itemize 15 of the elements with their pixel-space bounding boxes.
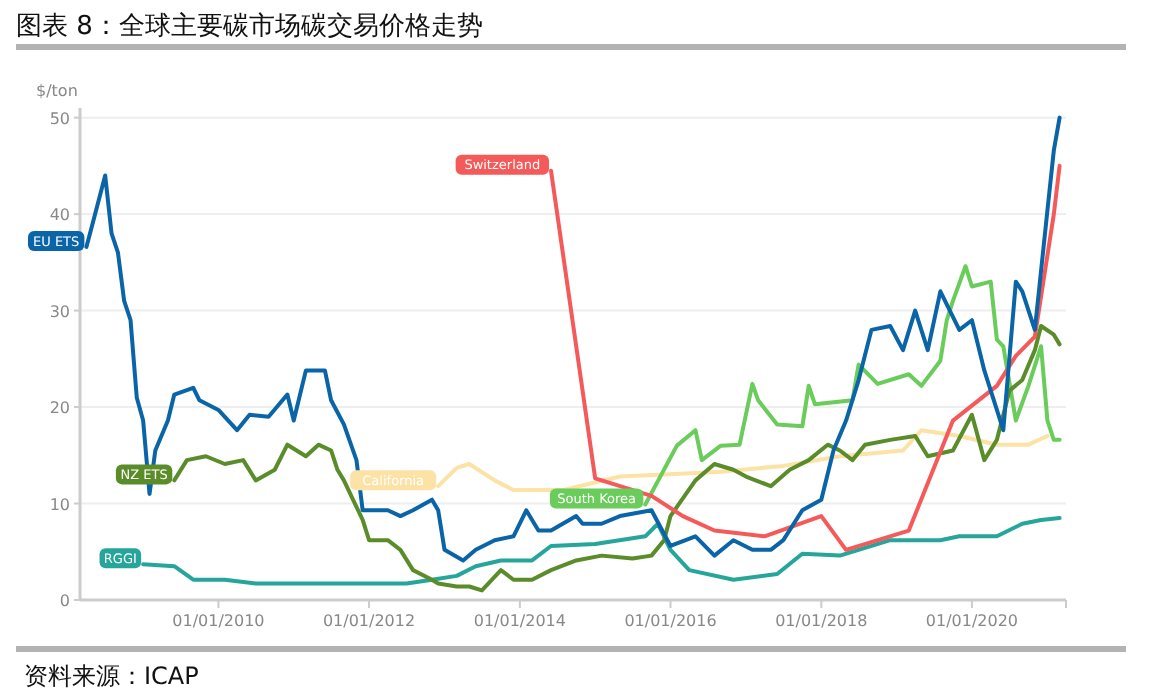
y-tick-label: 50 — [49, 109, 70, 128]
x-tick-label: 01/01/2016 — [624, 612, 717, 630]
x-tick-label: 01/01/2010 — [172, 612, 265, 630]
title: 图表 8：全球主要碳市场碳交易价格走势 — [16, 12, 483, 42]
y-tick-label: 0 — [59, 592, 70, 610]
y-tick-label: 40 — [49, 206, 70, 225]
x-tick-label: 01/01/2012 — [322, 612, 416, 630]
annotation: 资料来源：ICAP — [24, 662, 199, 690]
x-tick-label: 01/01/2018 — [775, 612, 868, 630]
x-tick-label: 01/01/2020 — [925, 612, 1019, 630]
y-tick-label: 20 — [49, 399, 70, 418]
y-tick-label: 30 — [49, 302, 70, 321]
x-tick-label: 01/01/2014 — [473, 612, 566, 630]
y-tick-label: 10 — [49, 495, 70, 514]
ylabel: $/ton — [36, 82, 78, 100]
